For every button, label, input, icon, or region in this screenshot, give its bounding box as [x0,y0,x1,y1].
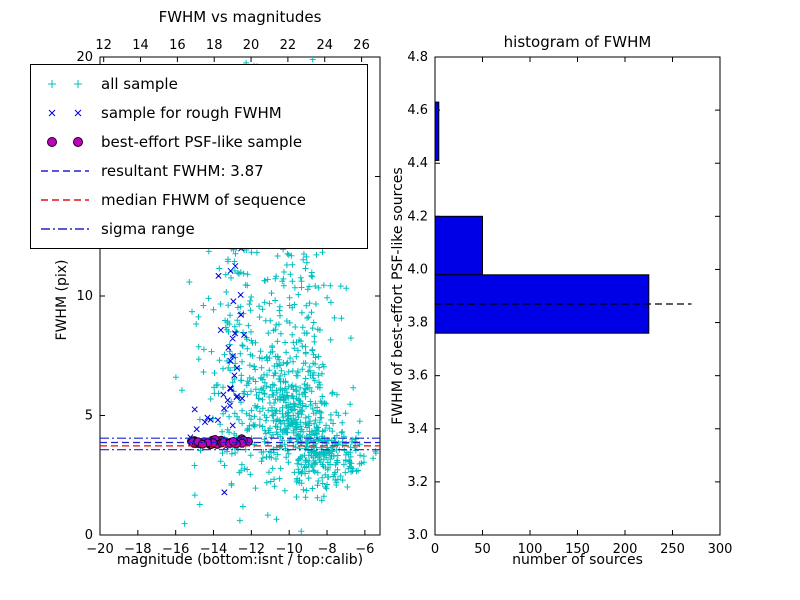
tick-label: 4.0 [407,262,428,277]
tick-label: 20 [76,50,93,65]
legend-marker-dashed-line-icon [41,170,89,172]
tick-label: 18 [206,38,223,53]
legend-item-2: best-effort PSF-like sample [39,131,359,153]
legend-item-4: median FHWM of sequence [39,189,359,211]
histogram-bars [434,101,650,334]
legend-item-label: sigma range [101,220,195,238]
right-plot-ticks: 0 50 100 150 200 250 300 3.0 3.2 3.4 3.6 3.8 4.0 4.2 4… [407,50,732,557]
tick-label: −12 [238,542,265,557]
tick-label: 4.6 [407,103,428,118]
legend-item-3: resultant FWHM: 3.87 [39,160,359,182]
left-plot-ylabel: FWHM (pix) [54,259,70,341]
legend-marker-dashdot-line-icon [41,228,89,230]
legend-marker-cross-icon [48,109,82,117]
tick-label: 50 [474,542,491,557]
tick-label: −16 [162,542,189,557]
legend-item-5: sigma range [39,218,359,240]
tick-label: 0 [85,528,93,543]
tick-label: 22 [280,38,297,53]
tick-label: 20 [243,38,260,53]
left-plot: −20 −18 −16 −14 −12 −10 −8 −6 12 14 16 18 20 22 24 26 0 5… [76,38,381,557]
tick-label: 14 [132,38,149,53]
right-plot-xlabel: number of sources [512,552,643,568]
tick-label: 0 [431,542,439,557]
legend-item-1: sample for rough FWHM [39,102,359,124]
tick-label: 3.6 [407,369,428,384]
tick-label: 16 [169,38,186,53]
left-plot-xlabel: magnitude (bottom:isnt / top:calib) [116,552,364,568]
legend: all sample sample for rough FWHM best-effo… [30,64,368,249]
legend-marker-plus-icon [48,80,82,88]
tick-label: 26 [353,38,370,53]
legend-item-label: median FHWM of sequence [101,191,306,209]
tick-label: 5 [85,409,93,424]
left-plot-ticks: −20 −18 −16 −14 −12 −10 −8 −6 12 14 16 18 20 22 24 26 0 5… [76,38,380,557]
legend-item-label: best-effort PSF-like sample [101,133,303,151]
tick-label: 150 [565,542,590,557]
tick-label: 300 [708,542,733,557]
legend-marker-dashed-line-icon [41,199,89,201]
tick-label: 200 [613,542,638,557]
tick-label: 4.8 [407,50,428,65]
right-plot-ylabel: FWHM of best-effort PSF-like sources [390,167,406,425]
reference-lines [100,437,380,451]
tick-label: 3.2 [407,475,428,490]
tick-label: 24 [316,38,333,53]
right-plot: 0 50 100 150 200 250 300 3.0 3.2 3.4 3.6 3.8 4.0 4.2 4… [407,50,732,557]
right-plot-title: histogram of FWHM [503,33,652,51]
tick-label: 4.4 [407,156,428,171]
tick-label: 3.8 [407,316,428,331]
histogram-bar [434,215,483,276]
tick-label: 100 [518,542,543,557]
tick-label: −8 [317,542,336,557]
legend-marker-circle-icon [47,137,83,147]
tick-label: 10 [76,289,93,304]
tick-label: 3.0 [407,528,428,543]
tick-label: −6 [355,542,374,557]
tick-label: 3.4 [407,422,428,437]
tick-label: 250 [660,542,685,557]
tick-label: −18 [124,542,151,557]
tick-label: 4.2 [407,209,428,224]
legend-item-label: all sample [101,75,178,93]
legend-item-0: all sample [39,73,359,95]
tick-label: −20 [86,542,113,557]
tick-label: 12 [95,38,112,53]
tick-label: −10 [275,542,302,557]
scatter-psf-like-sample [187,434,253,450]
histogram-bar [434,101,440,161]
legend-item-label: resultant FWHM: 3.87 [101,162,264,180]
tick-label: −14 [200,542,227,557]
legend-item-label: sample for rough FWHM [101,104,282,122]
left-plot-title: FWHM vs magnitudes [158,8,322,26]
